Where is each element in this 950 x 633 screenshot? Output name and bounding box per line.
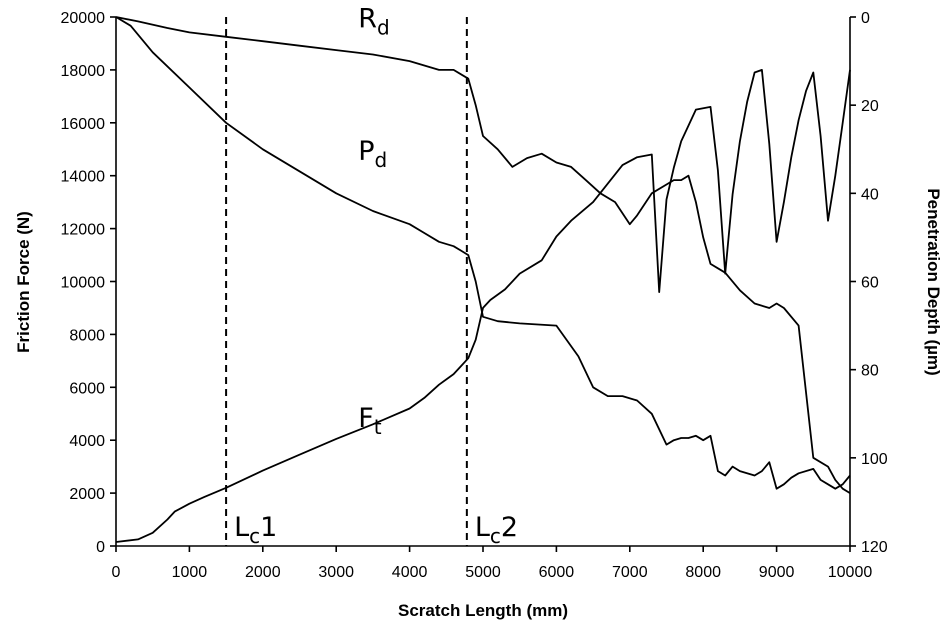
x-tick-label: 8000 [685, 564, 721, 581]
x-tick-label: 1000 [172, 564, 208, 581]
x-tick-label: 3000 [318, 564, 354, 581]
y-tick-label: 6000 [69, 380, 105, 397]
y2-tick-label: 100 [861, 451, 888, 468]
series-Ft-line [115, 69, 851, 543]
x-tick-label: 4000 [392, 564, 428, 581]
y-tick-label: 4000 [69, 433, 105, 450]
series-Pd-line [115, 16, 851, 490]
y-tick-label: 14000 [61, 169, 106, 186]
x-tick-label: 10000 [828, 564, 873, 581]
axes [110, 16, 856, 552]
y2-tick-label: 40 [861, 186, 879, 203]
plot-area: Ft Rd Pd Lc1 Lc2 [115, 4, 851, 548]
y2-tick-label: 60 [861, 275, 879, 292]
x-tick-label: 2000 [245, 564, 281, 581]
series-Rd-label: Rd [358, 4, 389, 40]
series-Rd-line [115, 16, 851, 494]
y-tick-label: 12000 [61, 222, 106, 239]
y2-tick-label: 80 [861, 363, 879, 380]
y-tick-label: 20000 [61, 10, 106, 27]
y2-tick-label: 20 [861, 98, 879, 115]
x-axis-title: Scratch Length (mm) [398, 601, 568, 620]
x-tick-label: 9000 [759, 564, 795, 581]
series-Pd-label: Pd [358, 136, 387, 172]
y2-axis-title: Penetration Depth (µm) [924, 188, 943, 375]
tick-labels: 0 1000 2000 3000 4000 5000 6000 7000 8000 9000 100… [61, 10, 888, 581]
x-tick-label: 0 [112, 564, 121, 581]
x-tick-label: 7000 [612, 564, 648, 581]
y-tick-label: 0 [96, 539, 105, 556]
y-axis-title: Friction Force (N) [14, 211, 33, 353]
x-tick-label: 6000 [539, 564, 575, 581]
marker-Lc1-label: Lc1 [234, 512, 277, 548]
y-tick-label: 16000 [61, 116, 106, 133]
y-tick-label: 10000 [61, 275, 106, 292]
marker-Lc2-label: Lc2 [475, 512, 518, 548]
y2-tick-label: 0 [861, 10, 870, 27]
y-tick-label: 18000 [61, 63, 106, 80]
y2-tick-label: 120 [861, 539, 888, 556]
series-Ft-label: Ft [358, 403, 382, 439]
x-tick-label: 5000 [465, 564, 501, 581]
y-tick-label: 2000 [69, 486, 105, 503]
y-tick-label: 8000 [69, 327, 105, 344]
